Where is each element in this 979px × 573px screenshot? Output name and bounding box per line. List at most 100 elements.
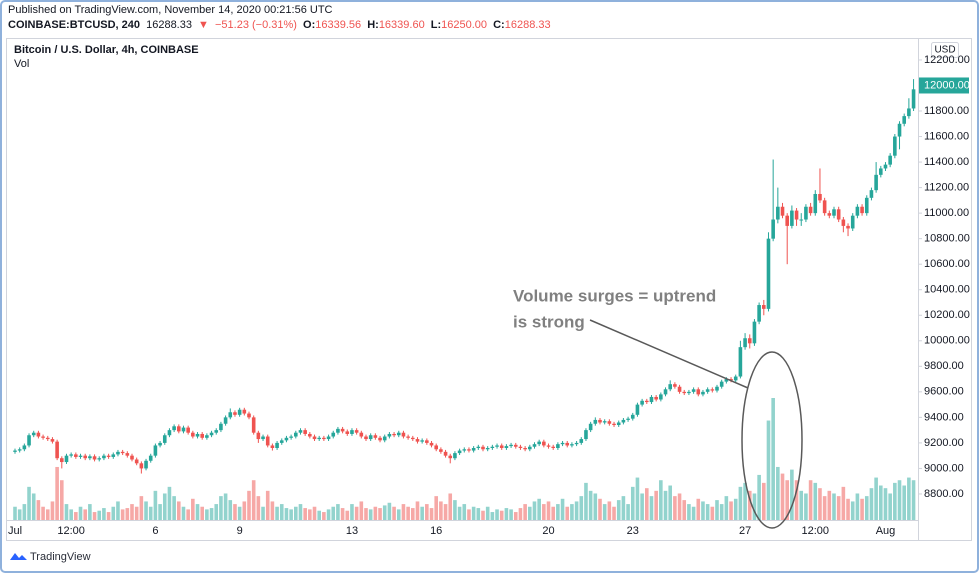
candle-body [832,209,836,216]
candle-body [303,430,307,434]
volume-bar [776,466,780,520]
y-tick-label: 10800.00 [924,233,970,245]
candle-body [907,108,911,117]
volume-bar [883,488,888,520]
volume-bar [888,493,892,520]
volume-bar [799,490,804,520]
volume-bar [78,506,83,520]
y-tick-label: 11000.00 [924,207,969,219]
candle-body [27,435,31,446]
candle-body [729,379,733,381]
volume-bar [336,504,340,520]
candle-body [663,389,668,395]
candle-body [799,219,804,221]
volume-bar [364,508,368,520]
volume-bar [279,504,284,520]
currency-button[interactable] [931,42,959,58]
candle-body [467,449,471,451]
volume-bar [453,500,457,520]
volume-bar [350,504,354,520]
volume-bar [715,500,719,520]
candle-body [462,449,467,451]
volume-bar [621,496,626,520]
volume-bar [542,504,546,520]
candle-body [64,455,69,463]
candle-body [602,421,607,423]
volume-bar [696,498,701,520]
candle-body [214,430,219,433]
candle-body [523,448,527,450]
volume-bar [537,498,541,520]
volume-bar [303,508,307,520]
candle-body [822,200,827,214]
volume-bar [705,504,710,520]
volume-bar [771,398,775,520]
candle-body [747,338,752,344]
x-tick-label: 20 [542,525,554,537]
volume-bar [102,508,106,520]
candle-body [88,456,92,459]
volume-bar [322,512,326,520]
y-tick-label: 8800.00 [924,488,964,500]
volume-bar [860,498,864,520]
volume-bar [822,496,827,520]
volume-bar [832,493,836,520]
volume-bar [780,473,785,520]
candle-body [83,455,87,459]
volume-bar [209,508,214,520]
volume-bar [640,493,644,520]
y-tick-label: 11800.00 [924,105,969,117]
volume-bar [532,501,537,520]
volume-bar [565,506,570,520]
volume-bar [827,490,832,520]
candle-body [308,433,312,437]
volume-bar [88,504,92,520]
volume-bar [518,508,523,520]
candle-body [818,193,822,201]
volume-bar [546,501,551,520]
candle-body [630,414,635,419]
currency-label[interactable]: USD [934,45,955,56]
candle-body [836,209,841,220]
volume-bar [785,480,789,520]
volume-bar [167,486,172,520]
volume-bar [668,485,672,520]
volume-bar [659,480,663,520]
candle-body [780,206,785,216]
candle-body [879,168,883,175]
volume-bar [27,486,31,520]
candle-body [607,421,612,424]
candle-body [790,210,794,226]
volume-bar [457,506,462,520]
volume-bar [340,508,345,520]
candle-body [36,432,41,437]
candle-body [191,432,195,437]
candle-body [336,428,340,433]
candle-body [382,436,387,441]
y-tick-label: 10400.00 [924,284,970,296]
candle-body [368,435,373,440]
volume-bar [757,474,761,520]
candle-body [279,440,284,443]
volume-bar [92,512,97,520]
candle-body [401,432,406,437]
candle-body [668,384,672,390]
candle-body [471,448,476,451]
volume-bar [378,508,382,520]
volume-bar [228,500,233,520]
candle-body [509,444,513,447]
volume-bar [808,480,813,520]
volume-bar [612,506,616,520]
volume-bar [593,493,598,520]
candle-body [621,419,626,423]
y-tick-label: 11200.00 [924,182,969,194]
candle-body [396,432,401,436]
volume-bar [528,506,532,520]
volume-bar [45,509,50,520]
volume-bar [31,493,36,520]
candle-body [771,219,775,239]
volume-bar [850,501,855,520]
candle-body [588,423,593,431]
volume-bar [499,510,504,520]
candle-body [219,423,223,431]
